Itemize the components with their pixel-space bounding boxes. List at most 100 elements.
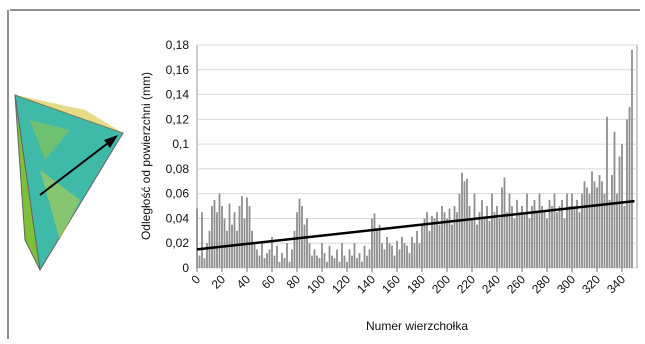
bar [486,206,488,268]
bar [534,200,536,268]
bar [224,218,226,268]
bar [259,256,261,268]
bar [621,144,623,268]
bar [284,258,286,268]
x-tick-label: 320 [579,272,603,296]
bar [394,256,396,268]
bar [236,231,238,268]
bar [381,243,383,268]
bar [586,187,588,268]
bar [229,204,231,268]
bar [581,194,583,268]
bar [489,221,491,268]
bar [616,194,618,268]
bar [331,256,333,268]
bar [416,231,418,268]
bar [281,253,283,268]
x-tick-label: 240 [479,272,503,296]
bar [261,243,263,268]
bar [599,175,601,268]
bar [519,212,521,268]
bar [289,262,291,268]
bar [626,119,628,268]
bar [591,171,593,268]
y-tick-label: 0 [182,261,189,275]
bar [294,231,296,268]
bar [379,225,381,268]
y-tick-label: 0,18 [166,38,190,52]
bar [491,194,493,268]
x-tick-label: 160 [379,272,403,296]
bar [526,194,528,268]
bar [494,212,496,268]
bar [524,212,526,268]
bar [424,218,426,268]
bar [316,256,318,268]
x-tick-label: 120 [329,272,353,296]
bar [309,243,311,268]
bar [556,212,558,268]
y-tick-label: 0,14 [166,88,190,102]
bar [571,194,573,268]
bar [361,262,363,268]
bar [574,206,576,268]
bar [356,258,358,268]
bar [454,206,456,268]
bar [429,231,431,268]
x-tick-label: 100 [304,272,328,296]
bar [426,212,428,268]
bar [239,206,241,268]
bar [606,117,608,268]
bar [411,237,413,268]
bar [276,246,278,268]
bar [481,200,483,268]
x-tick-label: 200 [429,272,453,296]
y-axis-label: Odległość od powierzchni (mm) [139,72,153,240]
bar [319,258,321,268]
bar [201,212,203,268]
bar [476,225,478,268]
bar [421,225,423,268]
x-tick-label: 220 [454,272,478,296]
bar [464,181,466,268]
bar [269,249,271,268]
bar [214,200,216,268]
bar [551,206,553,268]
bar [441,206,443,268]
bar [409,253,411,268]
bar [346,262,348,268]
bar [196,209,198,268]
bar [554,194,556,268]
x-tick-label: 180 [404,272,428,296]
bar [449,209,451,268]
bar [619,157,621,269]
y-tick-label: 0,02 [166,236,190,250]
bar [541,206,543,268]
bar [601,181,603,268]
x-tick-label: 140 [354,272,378,296]
bar [594,181,596,268]
bar [564,218,566,268]
bar [334,258,336,268]
bar [286,243,288,268]
bar [311,256,313,268]
bar [389,243,391,268]
y-tick-label: 0,08 [166,162,190,176]
bar [401,237,403,268]
bar [349,249,351,268]
bar [544,212,546,268]
bar [499,218,501,268]
bar [629,107,631,268]
bar [234,212,236,268]
bar [299,199,301,268]
bar [546,218,548,268]
bar [251,231,253,268]
bar [444,212,446,268]
bar [254,243,256,268]
bar [609,200,611,268]
bar [631,50,633,268]
y-tick-label: 0,16 [166,63,190,77]
bar [374,213,376,268]
bar [624,206,626,268]
x-tick-label: 0 [188,272,203,287]
